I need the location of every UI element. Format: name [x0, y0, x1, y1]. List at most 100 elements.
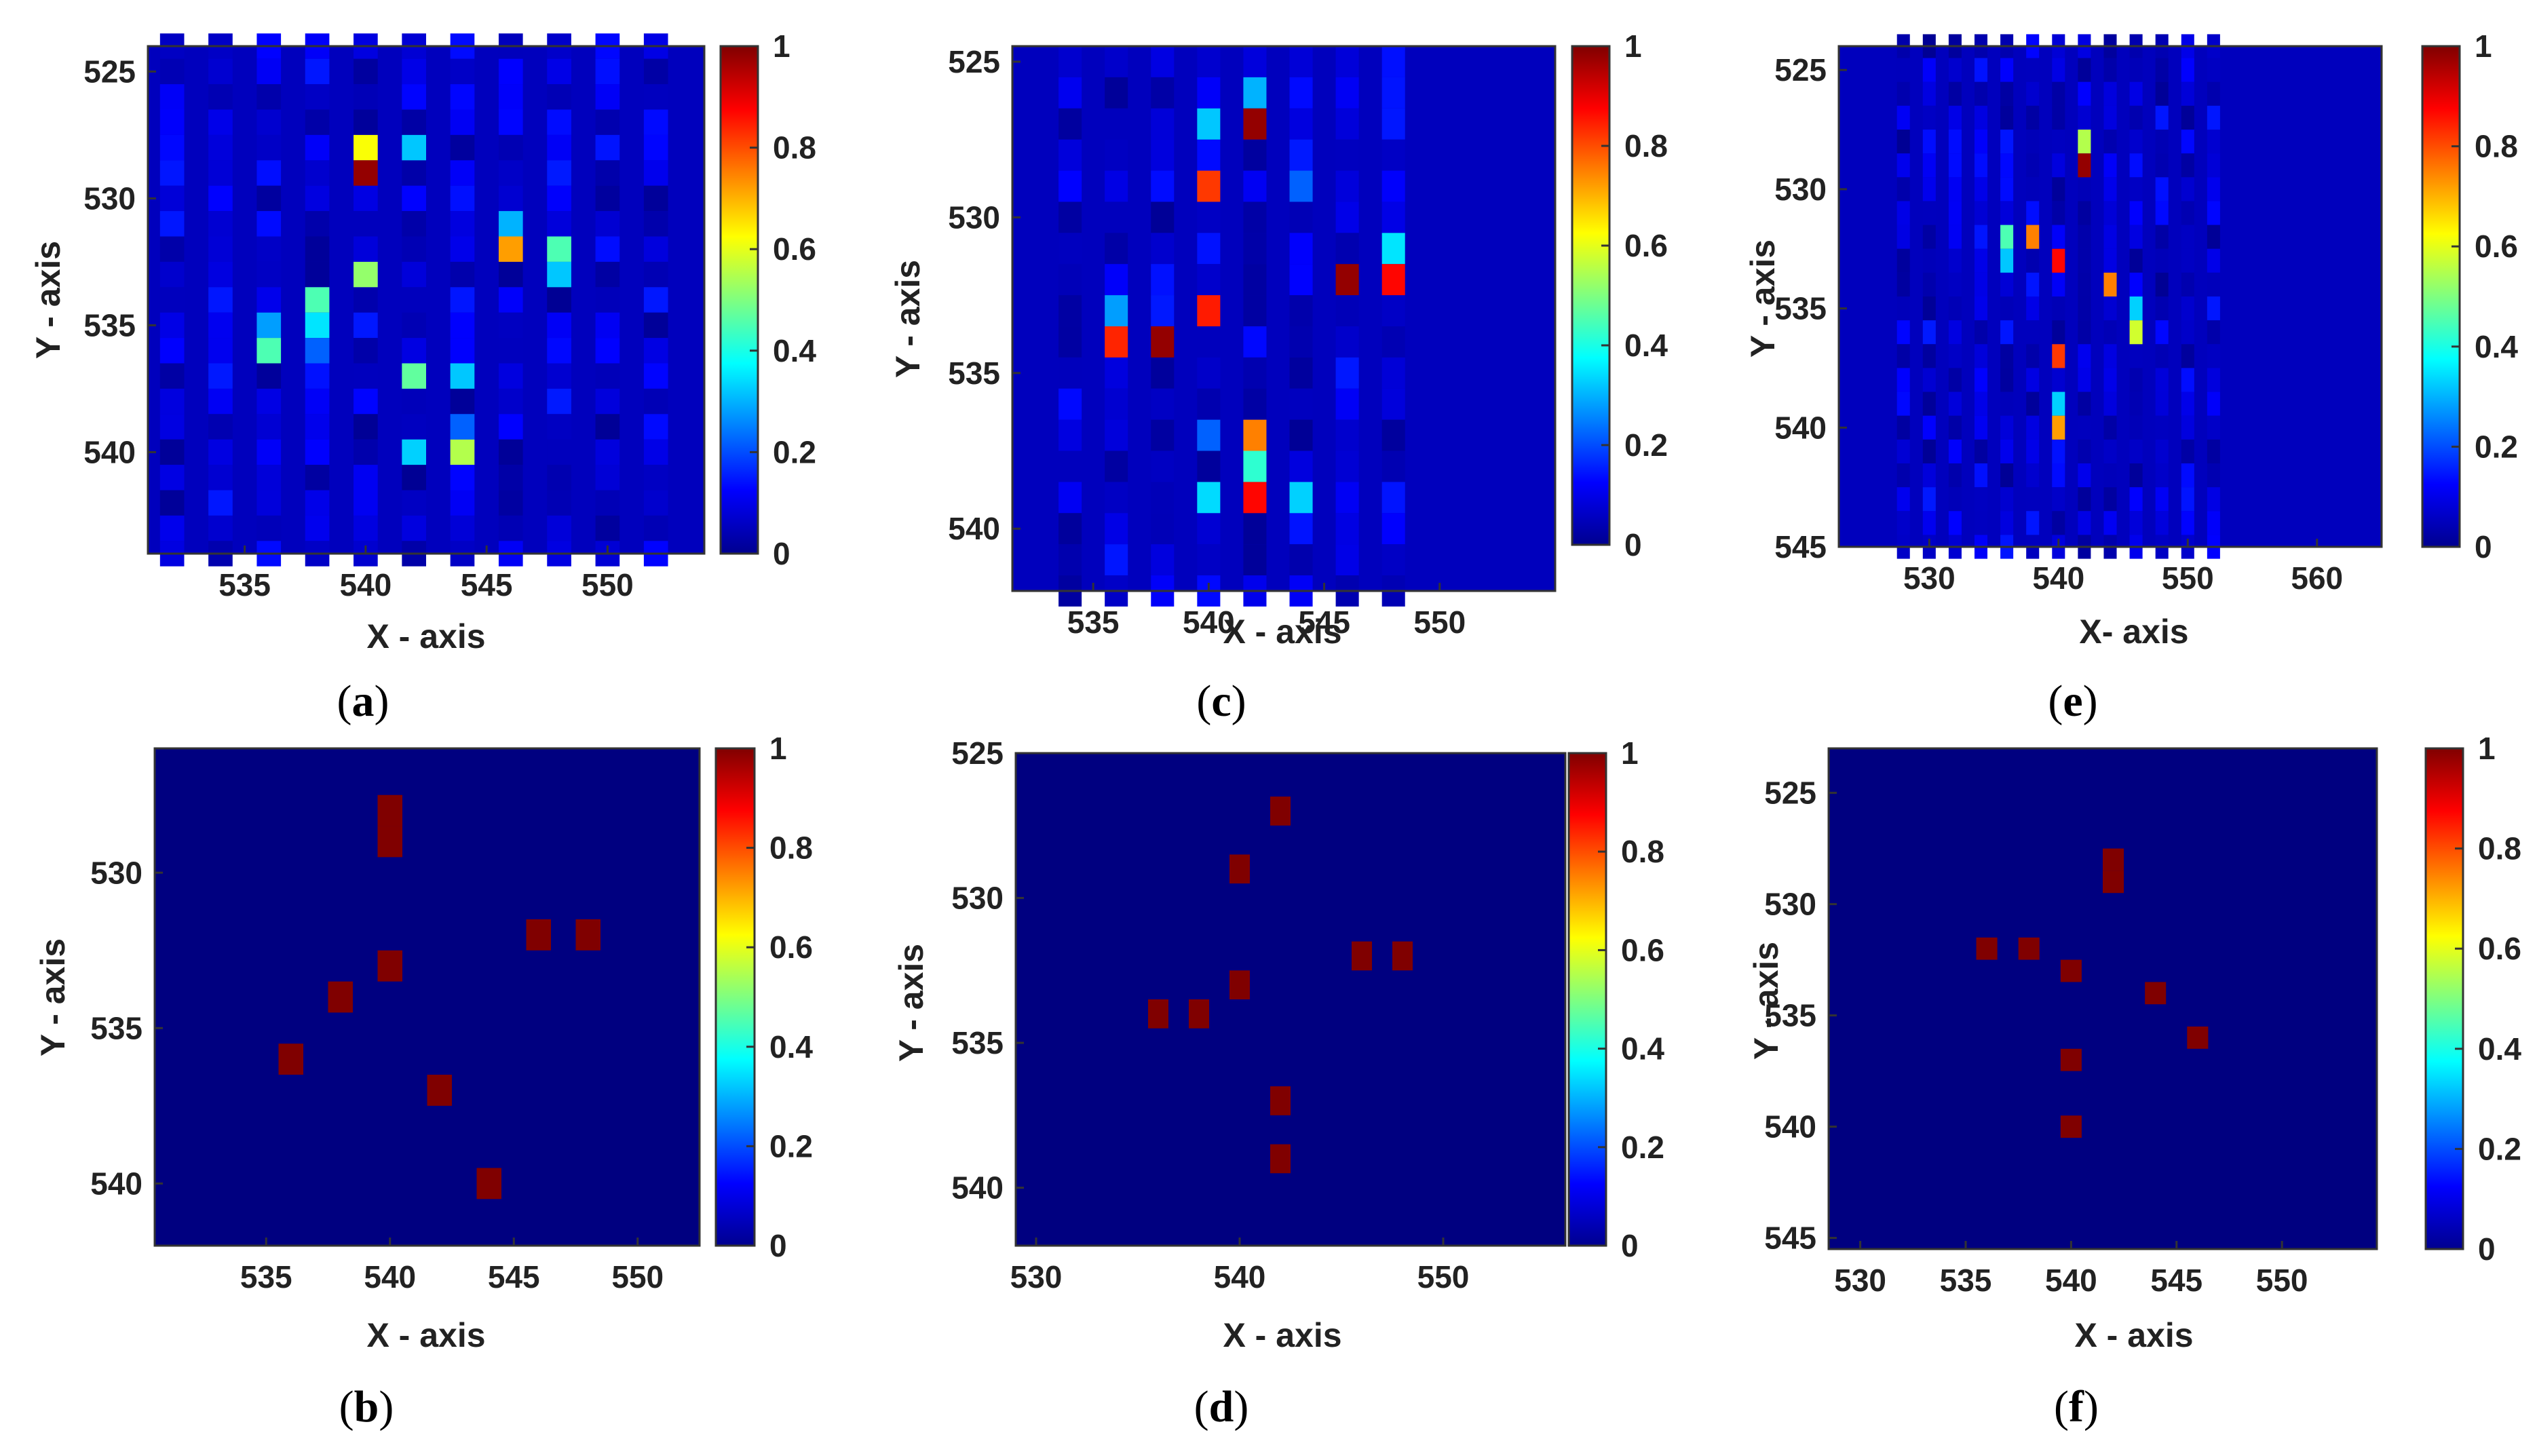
colorbar-tick-label: 0.8	[773, 130, 816, 166]
noise-cell	[1335, 46, 1359, 77]
noise-cell	[2155, 201, 2169, 225]
noise-cell	[547, 185, 571, 212]
noise-cell	[1289, 202, 1313, 233]
noise-cell	[2000, 439, 2014, 463]
noise-cell	[1335, 419, 1359, 451]
colorbar-tick-label: 0.2	[2478, 1131, 2521, 1166]
noise-cell	[1381, 139, 1405, 171]
noise-cell	[305, 363, 330, 389]
noise-cell	[256, 363, 282, 389]
noise-cell	[2026, 391, 2040, 416]
x-tick-label: 545	[488, 1259, 540, 1295]
colorbar-tick-label: 0	[773, 536, 790, 571]
noise-cell	[2026, 201, 2040, 225]
noise-cell	[2155, 344, 2169, 368]
noise-cell	[1289, 233, 1313, 265]
noise-cell	[2052, 105, 2065, 130]
x-axis-label: X - axis	[2074, 1316, 2193, 1354]
noise-cell	[2103, 320, 2117, 345]
noise-cell	[1289, 139, 1313, 171]
y-tick-label: 525	[1764, 775, 1816, 811]
noise-cell	[450, 490, 475, 516]
x-tick-label: 530	[1010, 1259, 1063, 1295]
colorbar-tick-label: 0.4	[2478, 1031, 2521, 1067]
noise-cell	[2026, 130, 2040, 154]
noise-cell	[1105, 77, 1128, 109]
noise-cell	[2129, 463, 2143, 488]
noise-cell	[2078, 81, 2091, 106]
noise-cell	[1381, 451, 1405, 482]
noise-cell	[1105, 357, 1128, 389]
y-tick-label: 530	[1764, 887, 1816, 922]
noise-cell	[2000, 320, 2014, 345]
noise-cell	[1922, 368, 1936, 392]
noise-cell	[1922, 177, 1936, 202]
heatmap-cell	[526, 919, 551, 951]
noise-cell	[2078, 201, 2091, 225]
noise-cell	[2000, 463, 2014, 488]
noise-cell	[354, 338, 378, 364]
noise-cell	[1243, 202, 1267, 233]
noise-cell	[450, 58, 475, 85]
noise-cell	[643, 84, 668, 110]
x-axis-label: X - axis	[1223, 613, 1341, 651]
noise-cell	[547, 287, 571, 313]
noise-cell	[1058, 139, 1082, 171]
noise-cell	[2026, 320, 2040, 345]
noise-cell	[305, 236, 330, 262]
noise-cell	[305, 185, 330, 212]
noise-cell	[643, 185, 668, 212]
noise-cell	[1058, 264, 1082, 296]
noise-cell	[595, 84, 620, 110]
noise-cell	[1922, 415, 1936, 440]
noise-cell	[1197, 46, 1221, 77]
noise-cell	[2181, 487, 2194, 512]
noise-cell	[2052, 511, 2065, 535]
noise-cell	[1948, 105, 1962, 130]
noise-cell	[1896, 463, 1910, 488]
noise-cell	[1335, 326, 1359, 358]
noise-cell	[1243, 139, 1267, 171]
noise-cell	[595, 160, 620, 186]
noise-cell	[547, 312, 571, 339]
noise-cell	[159, 134, 185, 161]
noise-cell	[498, 160, 523, 186]
colorbar-tick-label: 0.6	[769, 930, 813, 965]
noise-cell	[1105, 482, 1128, 514]
noise-cell	[643, 439, 668, 465]
noise-cell	[208, 388, 233, 415]
heatmap-cell	[450, 414, 475, 440]
noise-cell	[305, 109, 330, 135]
noise-cell	[354, 236, 378, 262]
noise-cell	[208, 287, 233, 313]
y-tick-label: 530	[83, 180, 136, 216]
noise-cell	[1151, 77, 1175, 109]
colorbar-gradient	[2424, 747, 2464, 1250]
noise-cell	[2000, 58, 2014, 82]
noise-cell	[208, 160, 233, 186]
noise-cell	[1948, 296, 1962, 321]
heatmap-cell	[305, 287, 330, 313]
noise-cell	[2026, 368, 2040, 392]
noise-cell	[2181, 272, 2194, 296]
noise-cell	[1381, 357, 1405, 389]
noise-cell	[1243, 357, 1267, 389]
noise-cell	[2181, 177, 2194, 202]
noise-cell	[1335, 108, 1359, 140]
colorbar: 0 0.2 0.4 0.6 0.8 1	[2421, 28, 2518, 564]
heatmap-cell	[1381, 264, 1405, 296]
noise-cell	[1105, 388, 1128, 420]
noise-cell	[1197, 513, 1221, 545]
noise-cell	[305, 134, 330, 161]
noise-cell	[2103, 487, 2117, 512]
noise-cell	[547, 109, 571, 135]
noise-cell	[2181, 130, 2194, 154]
heatmap-cell	[1197, 482, 1221, 514]
caption-f: (f)	[2054, 1382, 2099, 1432]
colorbar: 0 0.2 0.4 0.6 0.8 1	[1567, 735, 1664, 1263]
noise-cell	[1335, 77, 1359, 109]
noise-cell	[2103, 130, 2117, 154]
noise-cell	[1243, 295, 1267, 326]
noise-cell	[1975, 487, 1988, 512]
